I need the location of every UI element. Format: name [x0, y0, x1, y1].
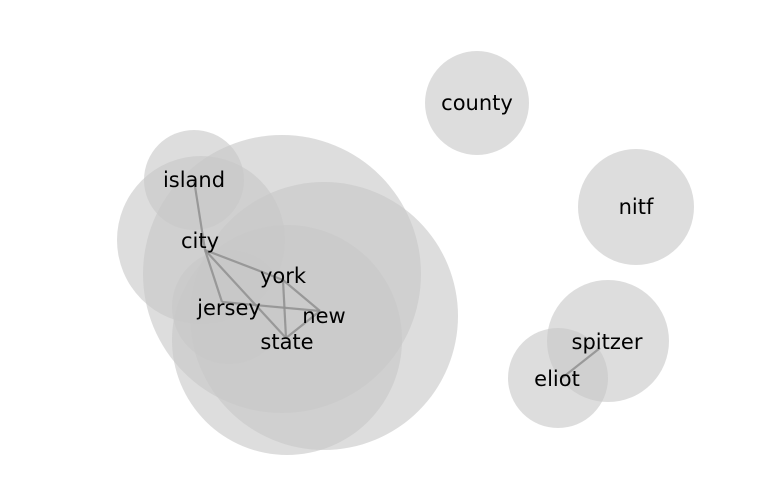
edge-york-state [281, 279, 288, 339]
label-island: island [163, 168, 225, 192]
label-state: state [260, 330, 313, 354]
edge-city-state [204, 249, 287, 339]
label-city: city [181, 229, 219, 253]
edge-jersey-new [221, 300, 321, 313]
bubble-nitf [578, 149, 694, 265]
label-jersey: jersey [196, 296, 261, 320]
label-eliot: eliot [534, 367, 580, 391]
bubbles-layer [117, 51, 694, 455]
edge-new-state [285, 310, 321, 339]
label-york: york [260, 264, 307, 288]
edge-york-new [282, 279, 321, 312]
edge-city-jersey [203, 249, 224, 303]
label-nitf: nitf [619, 195, 654, 219]
bubble-county [425, 51, 529, 155]
label-county: county [441, 91, 513, 115]
edges-layer [192, 179, 601, 379]
edge-spitzer-eliot [561, 347, 601, 379]
bubble-eliot [508, 328, 608, 428]
label-spitzer: spitzer [572, 330, 643, 354]
edge-city-york [204, 248, 284, 282]
label-new: new [302, 304, 345, 328]
cluster-bubble-jersey [172, 250, 286, 364]
edge-island-city [192, 179, 207, 251]
